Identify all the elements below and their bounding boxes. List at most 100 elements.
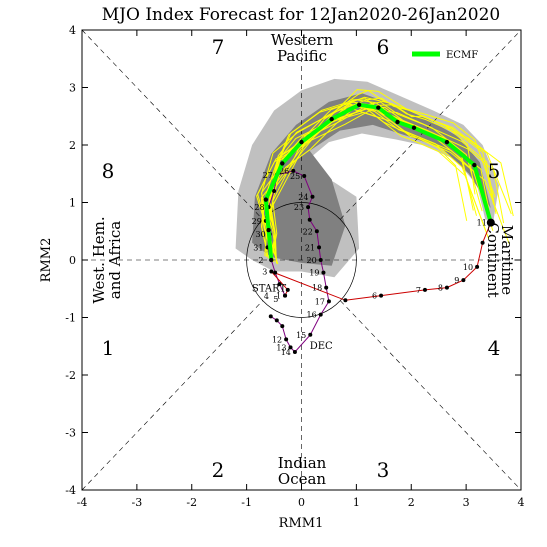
observed-day-label-29: 29 bbox=[252, 217, 262, 226]
x-tick-label: 1 bbox=[353, 496, 360, 509]
diagonal-lower-left bbox=[81, 300, 263, 491]
observed-day-label-2: 2 bbox=[258, 256, 263, 265]
phase-label-4: 4 bbox=[488, 336, 501, 360]
observed-point-2 bbox=[274, 318, 279, 323]
x-tick-label: -3 bbox=[132, 496, 143, 509]
phase-label-3: 3 bbox=[377, 458, 390, 482]
legend-ecmf-label: ECMF bbox=[446, 50, 478, 61]
chart-title: MJO Index Forecast for 12Jan2020-26Jan20… bbox=[102, 5, 500, 25]
observed-point-33 bbox=[343, 298, 348, 303]
observed-point-15 bbox=[307, 217, 312, 222]
region-top-line2: Pacific bbox=[277, 47, 327, 65]
region-labels: Western Pacific Indian Ocean West. Hem. … bbox=[90, 31, 516, 488]
observed-point-17 bbox=[310, 194, 315, 199]
diagonal-upper-left bbox=[81, 29, 263, 220]
observed-day-label-24: 24 bbox=[298, 193, 308, 202]
diagonal-lower-right bbox=[340, 300, 522, 491]
observed-point-31 bbox=[285, 287, 290, 292]
x-tick-label: 2 bbox=[408, 496, 415, 509]
region-bottom-line2: Ocean bbox=[278, 470, 327, 488]
observed-point-13 bbox=[317, 245, 322, 250]
ensemble-mean-point-5 bbox=[299, 139, 304, 145]
phase-labels: 7 6 8 5 1 4 2 3 bbox=[102, 35, 501, 482]
ensemble-mean-point-3 bbox=[263, 197, 269, 202]
phase-label-2: 2 bbox=[212, 458, 225, 482]
region-bottom-line1: Indian bbox=[278, 454, 327, 472]
ensemble-mean-point-6 bbox=[329, 116, 334, 122]
observed-day-label-10: 10 bbox=[463, 263, 473, 272]
y-tick-label: -3 bbox=[65, 427, 76, 440]
y-tick-label: -2 bbox=[65, 369, 76, 382]
observed-point-14 bbox=[314, 229, 319, 234]
region-top-line1: Western bbox=[271, 31, 334, 49]
y-tick-label: 0 bbox=[69, 254, 76, 267]
observed-point-18 bbox=[302, 174, 307, 179]
ensemble-mean-point-10 bbox=[411, 125, 417, 130]
observed-day-label-14: 14 bbox=[281, 348, 291, 357]
observed-day-label-8: 8 bbox=[438, 284, 443, 293]
y-tick-label: -4 bbox=[65, 484, 76, 497]
observed-point-8 bbox=[318, 312, 323, 317]
ensemble-mean-point-7 bbox=[356, 102, 362, 107]
observed-point-9 bbox=[326, 299, 331, 304]
observed-day-label-19: 19 bbox=[309, 269, 319, 278]
dec-label: DEC bbox=[310, 341, 333, 352]
start-label: START bbox=[252, 284, 287, 295]
observed-day-label-3: 3 bbox=[262, 268, 267, 277]
ensemble-member-10 bbox=[256, 104, 468, 265]
ensemble-member-16 bbox=[260, 89, 476, 264]
observed-point-32 bbox=[269, 269, 274, 274]
observed-day-label-20: 20 bbox=[307, 256, 317, 265]
y-tick-label: 3 bbox=[69, 82, 76, 95]
ensemble-mean-point-13 bbox=[486, 218, 495, 227]
observed-day-label-23: 23 bbox=[294, 203, 304, 212]
ensemble-member-13 bbox=[264, 111, 510, 256]
observed-day-label-30: 30 bbox=[255, 230, 265, 239]
observed-day-label-4: 4 bbox=[264, 292, 269, 301]
ensemble-mean-point-2 bbox=[266, 227, 271, 233]
observed-point-3 bbox=[280, 324, 285, 329]
phase-guides bbox=[81, 29, 522, 491]
observed-day-label-1: 1 bbox=[276, 292, 281, 301]
phase-label-8: 8 bbox=[102, 159, 115, 183]
ensemble-mean-point-11 bbox=[444, 139, 450, 145]
x-axis-label: RMM1 bbox=[279, 516, 324, 531]
y-tick-label: 4 bbox=[69, 24, 76, 37]
y-axis-label: RMM2 bbox=[39, 238, 54, 283]
observed-day-label-26: 26 bbox=[279, 167, 289, 176]
observed-point-28 bbox=[277, 282, 282, 287]
observed-point-5 bbox=[288, 345, 293, 350]
observed-point-12 bbox=[318, 258, 323, 262]
observed-point-19 bbox=[291, 168, 296, 173]
observed-day-label-5: 5 bbox=[273, 295, 278, 304]
y-tick-label: 1 bbox=[69, 197, 76, 210]
observed-day-label-6: 6 bbox=[372, 292, 377, 301]
region-right-line2: Continent bbox=[484, 222, 502, 297]
observed-point-35 bbox=[422, 287, 427, 292]
observed-day-label-25: 25 bbox=[290, 172, 300, 181]
observed-point-37 bbox=[461, 278, 466, 283]
ensemble-mean-point-1 bbox=[269, 257, 274, 263]
observed-day-label-22: 22 bbox=[303, 227, 313, 236]
observed-day-label-11: 11 bbox=[477, 219, 487, 228]
observed-day-label-31: 31 bbox=[253, 243, 263, 252]
observed-point-1 bbox=[268, 314, 273, 319]
diagonal-upper-right bbox=[340, 29, 522, 220]
x-tick-label: 4 bbox=[518, 496, 525, 509]
phase-label-6: 6 bbox=[377, 35, 390, 59]
observed-point-21 bbox=[272, 189, 277, 193]
observed-day-label-18: 18 bbox=[312, 284, 322, 293]
legend: ECMF bbox=[412, 50, 478, 61]
observed-point-36 bbox=[444, 285, 449, 290]
observed-day-label-9: 9 bbox=[454, 276, 459, 285]
phase-label-1: 1 bbox=[102, 336, 115, 360]
observed-point-11 bbox=[321, 270, 326, 275]
x-tick-label: -2 bbox=[186, 496, 197, 509]
observed-day-label-15: 15 bbox=[296, 331, 306, 340]
observed-day-label-13: 13 bbox=[276, 343, 286, 352]
observed-point-6 bbox=[292, 350, 297, 354]
observed-point-30 bbox=[283, 293, 288, 298]
ensemble-mean bbox=[263, 102, 495, 263]
